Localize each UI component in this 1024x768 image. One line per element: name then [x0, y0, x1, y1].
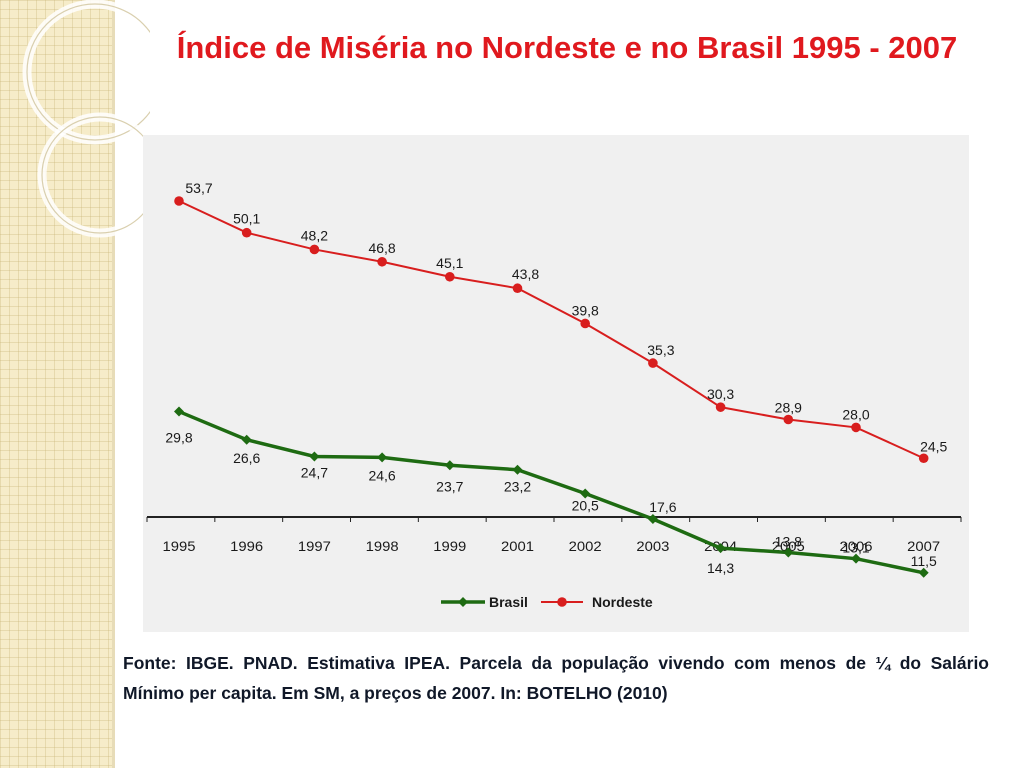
chart-area: 1995199619971998199920012002200320042005…: [143, 135, 969, 632]
data-point-brasil: [444, 460, 455, 471]
legend-marker-nordeste: [557, 597, 567, 607]
data-point-brasil: [715, 543, 726, 554]
data-point-nordeste: [783, 414, 794, 425]
x-tick-label: 1998: [366, 538, 399, 554]
data-point-nordeste: [715, 402, 726, 412]
x-tick-label: 2005: [772, 538, 805, 554]
data-label-brasil: 20,5: [572, 497, 599, 513]
data-point-nordeste: [174, 196, 184, 206]
data-point-brasil: [174, 406, 184, 417]
data-point-nordeste: [648, 358, 658, 368]
data-label-brasil: 11,5: [911, 553, 937, 569]
data-label-nordeste: 35,3: [647, 342, 674, 358]
data-point-brasil: [851, 553, 861, 564]
series-line-nordeste: [178, 200, 925, 460]
x-tick-label: 1996: [230, 538, 263, 554]
data-point-brasil: [580, 488, 591, 499]
x-tick-label: 2003: [636, 538, 669, 554]
data-point-brasil: [309, 451, 320, 462]
data-label-nordeste: 50,1: [233, 211, 260, 227]
legend-label-brasil: Brasil: [489, 594, 528, 610]
data-point-nordeste: [377, 256, 387, 267]
decorative-rings: [22, 0, 150, 238]
series-line-brasil: [178, 409, 925, 575]
data-point-nordeste: [512, 283, 523, 294]
source-note: Fonte: IBGE. PNAD. Estimativa IPEA. Parc…: [123, 653, 989, 703]
data-label-nordeste: 39,8: [572, 302, 599, 318]
data-label-brasil: 24,6: [368, 467, 395, 483]
data-point-brasil: [512, 464, 523, 475]
data-label-brasil: 26,6: [233, 450, 260, 466]
x-tick-label: 2006: [840, 538, 873, 554]
legend-label-nordeste: Nordeste: [592, 594, 653, 610]
page-title: Índice de Miséria no Nordeste e no Brasi…: [176, 30, 958, 65]
data-point-nordeste: [580, 318, 590, 329]
data-point-brasil: [377, 452, 388, 463]
data-label-nordeste: 53,7: [185, 180, 212, 196]
x-tick-label: 1997: [298, 538, 331, 554]
data-label-nordeste: 43,8: [512, 266, 539, 282]
x-tick-label: 2002: [569, 538, 602, 554]
legend-marker-brasil: [458, 597, 468, 607]
data-label-nordeste: 48,2: [301, 227, 328, 243]
data-point-nordeste: [918, 453, 929, 464]
data-point-brasil: [918, 567, 929, 578]
data-label-nordeste: 24,5: [920, 438, 947, 454]
data-label-nordeste: 28,0: [842, 406, 869, 422]
data-point-brasil: [783, 547, 794, 558]
data-point-nordeste: [241, 227, 252, 238]
side-band-edge: [112, 0, 115, 768]
data-label-brasil: 23,7: [436, 478, 463, 494]
data-point-nordeste: [851, 422, 861, 433]
x-tick-label: 2007: [907, 538, 940, 554]
data-label-nordeste: 46,8: [368, 240, 395, 256]
data-label-nordeste: 45,1: [436, 255, 463, 271]
x-tick-label: 1999: [433, 538, 466, 554]
x-tick-label: 1995: [163, 538, 196, 554]
data-label-brasil: 13,1: [842, 540, 869, 556]
data-label-brasil: 29,8: [165, 430, 192, 446]
data-point-brasil: [241, 434, 252, 445]
data-label-brasil: 23,2: [504, 479, 531, 495]
data-point-nordeste: [445, 271, 455, 282]
data-label-brasil: 13,8: [775, 534, 802, 550]
data-point-brasil: [647, 514, 658, 525]
line-chart: 1995199619971998199920012002200320042005…: [146, 180, 962, 610]
data-label-brasil: 14,3: [707, 560, 734, 576]
data-label-nordeste: 30,3: [707, 386, 734, 402]
data-label-brasil: 17,6: [649, 499, 676, 515]
data-label-nordeste: 28,9: [775, 399, 802, 415]
data-point-nordeste: [309, 244, 320, 255]
data-label-brasil: 24,7: [301, 464, 328, 480]
x-tick-label: 2001: [501, 538, 534, 554]
